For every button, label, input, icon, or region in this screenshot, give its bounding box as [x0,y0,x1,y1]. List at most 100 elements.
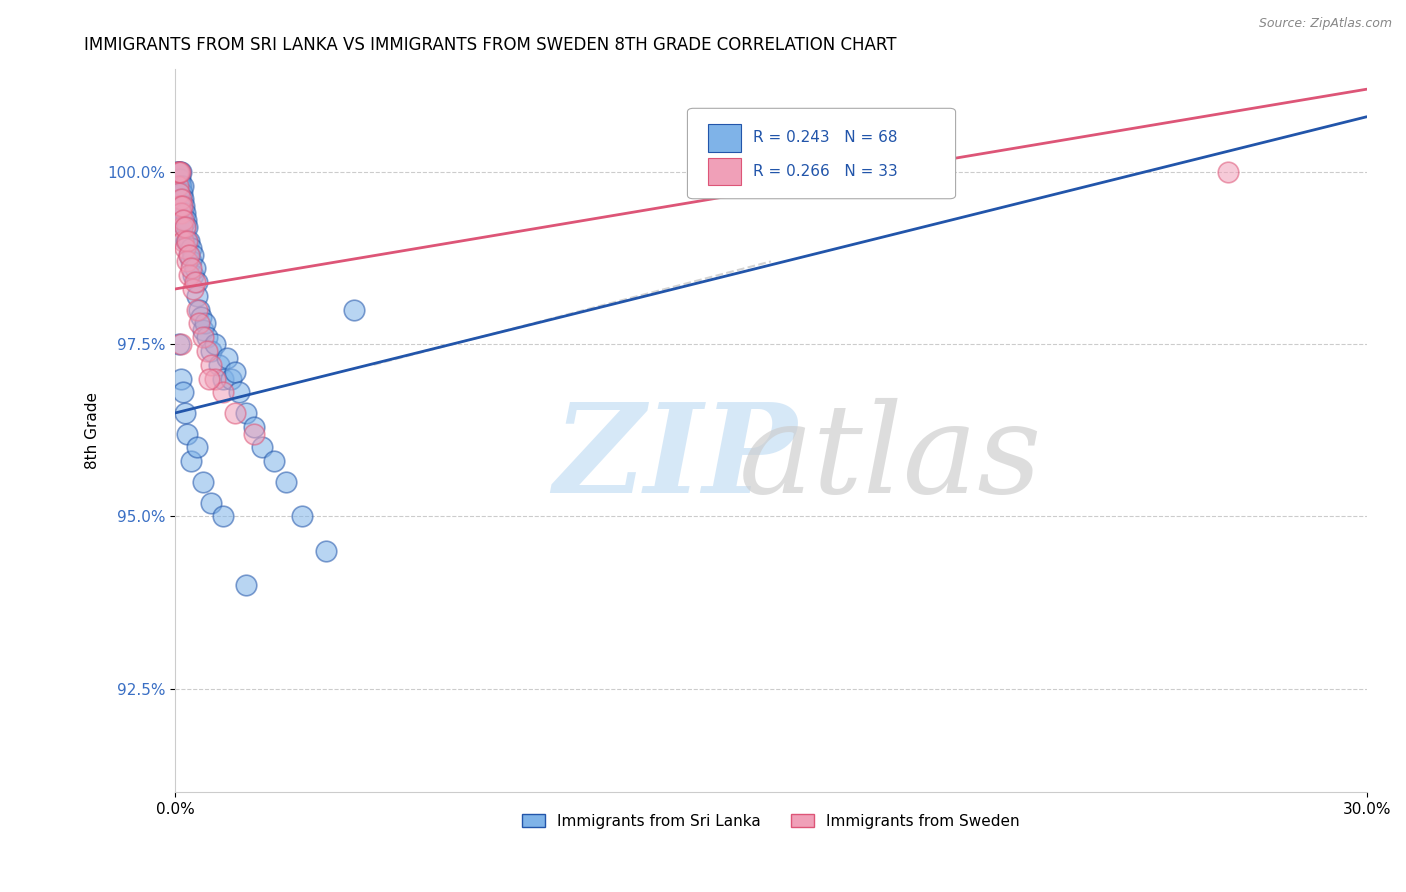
Point [167,165,190,179]
Point [172,213,194,227]
Point [263,454,285,468]
Point [219,371,242,385]
Point [177,247,200,261]
Point [167,171,190,186]
Point [170,337,193,351]
Point [211,509,233,524]
Point [194,317,217,331]
Point [176,219,198,234]
Point [170,193,193,207]
Point [170,193,193,207]
Point [169,199,191,213]
Point [177,268,200,283]
Point [172,186,194,200]
Point [169,171,191,186]
Point [208,358,231,372]
Point [228,385,250,400]
Point [169,165,191,179]
Point [180,454,202,468]
Point [169,165,191,179]
Point [172,219,194,234]
Point [174,241,197,255]
Point [174,219,197,234]
Point [343,302,366,317]
Point [315,544,337,558]
Text: R = 0.243   N = 68: R = 0.243 N = 68 [754,130,897,145]
Point [173,199,195,213]
Point [170,206,193,220]
Point [224,365,246,379]
Point [167,178,190,193]
Point [195,344,218,359]
Point [243,419,266,434]
Point [186,441,208,455]
Point [167,165,190,179]
Point [235,406,257,420]
Point [181,268,204,283]
Point [166,165,188,179]
Point [211,371,233,385]
Point [243,426,266,441]
Point [195,330,218,344]
Bar [707,158,741,185]
Point [235,578,257,592]
Point [187,317,209,331]
Point [200,344,222,359]
Point [186,289,208,303]
Point [167,178,190,193]
Point [180,261,202,276]
Y-axis label: 8th Grade: 8th Grade [86,392,100,468]
Point [172,234,194,248]
Point [173,213,195,227]
Point [204,337,226,351]
Point [167,171,190,186]
Point [176,234,198,248]
Point [176,426,198,441]
Point [167,165,190,179]
Point [184,261,207,276]
Point [200,495,222,509]
Point [167,186,190,200]
Point [172,206,194,220]
Point [186,275,208,289]
Point [166,178,188,193]
Text: atlas: atlas [738,399,1042,520]
Point [174,213,197,227]
Point [180,254,202,268]
Text: ZIP: ZIP [554,399,797,520]
Point [174,219,197,234]
Bar [707,124,741,152]
Point [170,178,193,193]
Point [172,193,194,207]
Point [172,385,194,400]
Point [176,254,198,268]
Point [172,199,194,213]
Point [215,351,238,365]
Point [191,475,214,489]
Text: R = 0.266   N = 33: R = 0.266 N = 33 [754,164,898,178]
Point [276,475,298,489]
Point [169,178,191,193]
Point [211,385,233,400]
Point [180,241,202,255]
Point [174,206,197,220]
Text: Source: ZipAtlas.com: Source: ZipAtlas.com [1258,17,1392,29]
Point [167,186,190,200]
Point [167,337,190,351]
Point [174,406,197,420]
Point [191,323,214,337]
Point [181,282,204,296]
Point [252,441,274,455]
Point [191,330,214,344]
Point [204,371,226,385]
Point [200,358,222,372]
Legend: Immigrants from Sri Lanka, Immigrants from Sweden: Immigrants from Sri Lanka, Immigrants fr… [516,807,1026,835]
Text: IMMIGRANTS FROM SRI LANKA VS IMMIGRANTS FROM SWEDEN 8TH GRADE CORRELATION CHART: IMMIGRANTS FROM SRI LANKA VS IMMIGRANTS … [84,36,897,54]
Point [167,165,190,179]
Point [224,406,246,420]
Point [187,302,209,317]
Point [176,234,198,248]
Point [190,310,212,324]
Point [172,178,194,193]
Point [170,371,193,385]
